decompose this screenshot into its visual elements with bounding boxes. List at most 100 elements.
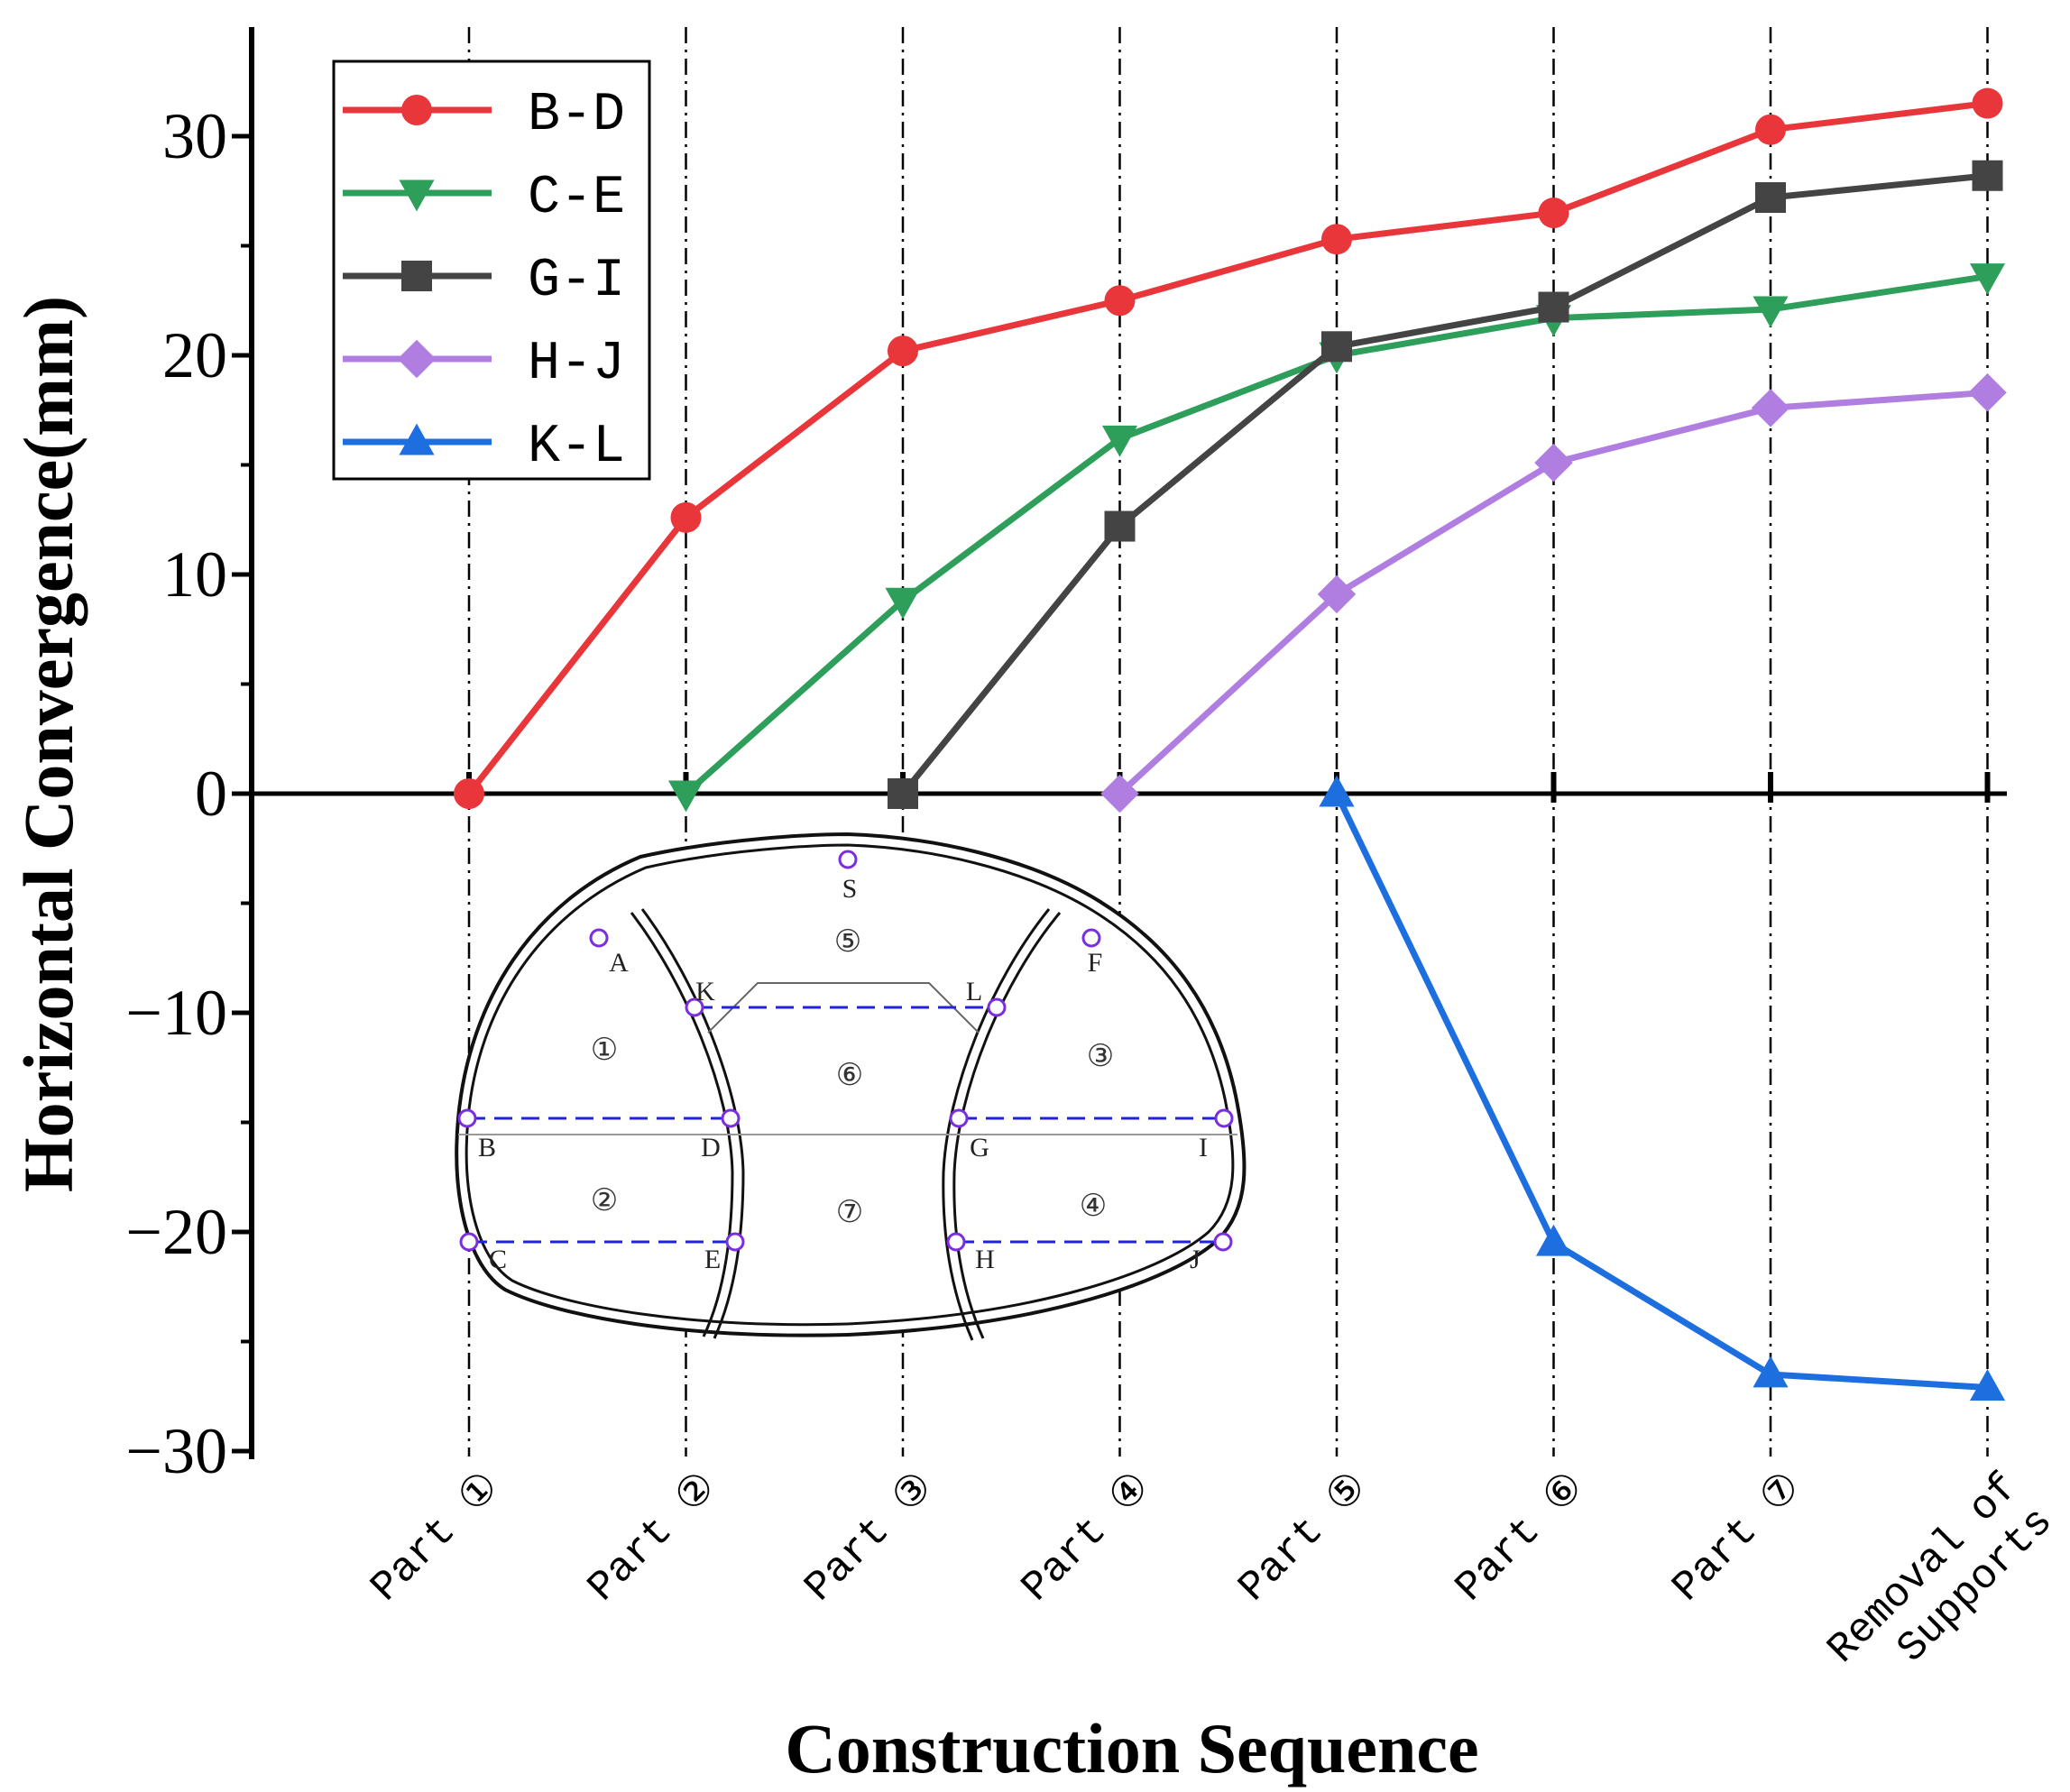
point-b-d	[1104, 285, 1136, 317]
zone-label: ⑥	[836, 1057, 863, 1093]
x-category-label: Part ①	[362, 1464, 510, 1612]
legend: B-D C-E G-I H-J K-L	[332, 60, 651, 481]
zone-label: ②	[591, 1182, 618, 1218]
diagram-point-label: D	[701, 1133, 721, 1163]
point-c-e	[885, 587, 921, 620]
point-h-j	[1100, 774, 1139, 813]
series-line-b-d	[466, 100, 1988, 796]
x-category-label: Part ③	[796, 1464, 943, 1612]
point-h-j	[1968, 373, 2007, 412]
y-tick-label: −30	[125, 1415, 227, 1487]
x-category-label: Part ④	[1013, 1464, 1161, 1612]
point-b-d	[670, 501, 702, 533]
point-g-i	[888, 778, 918, 809]
series-line-g-i	[900, 172, 1988, 796]
point-h-j	[1534, 443, 1573, 482]
y-tick-label: 10	[162, 538, 227, 611]
point-b-d	[454, 778, 484, 809]
zone-label: ⑤	[834, 924, 861, 960]
diagram-point-h	[946, 1232, 966, 1252]
point-c-e	[667, 780, 704, 813]
diagram-point-label: C	[489, 1245, 507, 1274]
diagram-point-c	[459, 1232, 479, 1252]
legend-marker-c-e	[399, 179, 435, 212]
legend-marker-g-i	[401, 261, 432, 291]
point-g-i	[1972, 160, 2003, 191]
diagram-point-g	[949, 1108, 969, 1128]
legend-marker-b-d	[401, 95, 432, 125]
zone-label: ①	[591, 1032, 618, 1068]
tunnel-outline-outer	[455, 832, 1247, 1337]
y-tick-label: 20	[162, 319, 227, 391]
x-category-label: Part ⑥	[1447, 1464, 1595, 1612]
point-k-l	[1969, 1369, 2006, 1401]
y-tick-label: −10	[125, 977, 227, 1049]
legend-label-b-d: B-D	[528, 85, 625, 146]
measurement-points: S A F K L B D G I C E H J	[457, 850, 1234, 1274]
zone-labels: ① ② ③ ④ ⑤ ⑥ ⑦	[591, 924, 1114, 1230]
diagram-point-label: H	[975, 1245, 995, 1274]
diagram-point-d	[721, 1108, 741, 1128]
point-b-d	[1972, 87, 2003, 119]
point-c-e	[1969, 263, 2006, 295]
point-b-d	[888, 335, 918, 367]
point-h-j	[1751, 389, 1790, 427]
diagram-point-e	[725, 1232, 745, 1252]
series-group	[454, 87, 2007, 1401]
point-b-d	[1755, 114, 1786, 145]
legend-frame	[332, 60, 651, 481]
diagram-point-label: E	[704, 1245, 721, 1274]
diagram-point-label: I	[1199, 1133, 1208, 1163]
point-k-l	[1753, 1355, 1789, 1388]
diagram-point-label: S	[842, 874, 858, 904]
tunnel-diagram: S A F K L B D G I C E H J ① ② ③ ④ ⑤ ⑥ ⑦	[455, 832, 1247, 1341]
point-k-l	[1535, 1224, 1572, 1256]
point-g-i	[1104, 510, 1136, 542]
y-ticks: −30 −20 −10 0 10 20 30	[125, 100, 252, 1487]
y-tick-label: 0	[195, 758, 227, 830]
x-category-label: Part ⑦	[1663, 1464, 1811, 1612]
zone-label: ③	[1087, 1038, 1114, 1074]
left-partition	[630, 908, 745, 1339]
series-line-k-l	[1333, 792, 1988, 1392]
point-b-d	[1321, 224, 1352, 255]
diagram-point-a	[589, 928, 609, 948]
x-category-label: Removal ofSupports	[1818, 1464, 2062, 1707]
point-g-i	[1538, 291, 1569, 323]
right-partition	[942, 908, 1062, 1341]
tunnel-outline-inner	[465, 843, 1235, 1327]
zone-label: ④	[1080, 1188, 1107, 1224]
legend-label-c-e: C-E	[528, 168, 625, 229]
point-g-i	[1321, 331, 1352, 363]
diagram-point-j	[1213, 1232, 1233, 1252]
diagram-point-label: B	[478, 1133, 496, 1163]
diagram-point-s	[838, 850, 858, 869]
x-category-label: Part ⑤	[1229, 1464, 1377, 1612]
legend-label-g-i: G-I	[528, 251, 625, 312]
legend-label-k-l: K-L	[528, 417, 625, 478]
diagram-point-k	[685, 997, 704, 1017]
x-category-label: Part ②	[579, 1464, 727, 1612]
point-g-i	[1755, 182, 1786, 214]
y-axis-title: Horizontal Convergence(mm)	[9, 296, 87, 1192]
y-tick-label: −20	[125, 1196, 227, 1268]
diagram-point-i	[1214, 1108, 1234, 1128]
diagram-point-label: G	[970, 1133, 989, 1163]
y-tick-label: 30	[162, 100, 227, 172]
diagram-point-b	[457, 1108, 477, 1128]
measurement-lines	[467, 1006, 1224, 1244]
legend-marker-k-l	[399, 423, 435, 455]
x-axis-title: Construction Sequence	[785, 1709, 1478, 1787]
point-c-e	[1753, 296, 1789, 328]
x-category-labels: Part ① Part ② Part ③ Part ④ Part ⑤ Part ⑥ Part…	[362, 1464, 2062, 1707]
diagram-point-label: K	[695, 977, 715, 1006]
legend-marker-h-j	[397, 339, 437, 379]
point-c-e	[1101, 425, 1138, 457]
diagram-point-label: A	[609, 948, 629, 978]
zone-label: ⑦	[836, 1194, 863, 1230]
diagram-point-label: L	[966, 977, 982, 1006]
diagram-point-l	[987, 997, 1007, 1017]
legend-label-h-j: H-J	[528, 334, 625, 395]
point-h-j	[1317, 574, 1357, 614]
